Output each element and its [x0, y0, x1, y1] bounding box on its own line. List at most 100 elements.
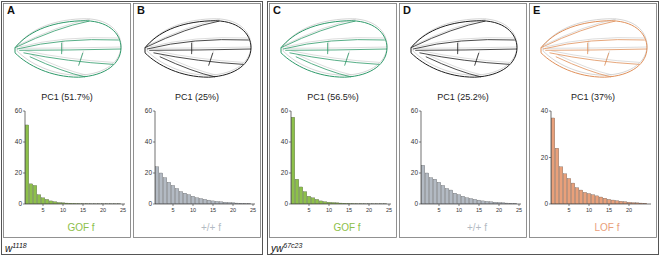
- x-tick-label: 10: [456, 207, 462, 213]
- x-tick-label: 20: [230, 207, 236, 213]
- bar: [433, 179, 437, 204]
- wing-outline: [145, 21, 251, 77]
- wing-vein: [287, 47, 387, 48]
- group-label: +/+ f: [467, 222, 487, 233]
- x-tick: [193, 204, 194, 206]
- bar: [611, 200, 615, 204]
- bar: [445, 189, 449, 205]
- bar: [307, 196, 311, 204]
- title: PC1 (51.7%): [41, 92, 93, 102]
- bar: [315, 199, 319, 204]
- panel-frame: [4, 4, 131, 238]
- y-tick-label: 0: [284, 200, 288, 207]
- y-tick: [419, 142, 421, 143]
- bar: [469, 199, 473, 204]
- wing-outline: [15, 21, 121, 77]
- wing-vein: [547, 47, 647, 48]
- bar: [465, 198, 469, 204]
- genotype-sup: 1118: [12, 242, 27, 249]
- bar: [575, 188, 579, 204]
- bar: [37, 195, 41, 204]
- bar: [571, 183, 575, 204]
- bar: [555, 148, 559, 204]
- y-tick: [23, 111, 25, 112]
- x-tick-label: 15: [606, 207, 612, 213]
- bar: [603, 198, 607, 204]
- bar: [295, 179, 299, 204]
- y-tick-label: 60: [145, 107, 153, 114]
- y-tick-label: 60: [281, 107, 289, 114]
- wing-vein: [160, 57, 215, 77]
- bar: [453, 193, 457, 204]
- y-tick-label: 0: [414, 200, 418, 207]
- y-tick: [153, 173, 155, 174]
- bar: [429, 178, 433, 204]
- bar: [485, 201, 489, 204]
- bar: [583, 192, 587, 204]
- title: PC1 (37%): [571, 92, 615, 102]
- y-tick: [289, 111, 291, 112]
- y-tick: [153, 142, 155, 143]
- x-tick-label: 5: [171, 207, 174, 213]
- bar: [481, 201, 485, 204]
- bar: [203, 199, 207, 204]
- bar: [607, 199, 611, 204]
- y-axis: [421, 111, 422, 204]
- x-tick-label: 25: [386, 207, 392, 213]
- bar: [437, 182, 441, 204]
- title: PC1 (56.5%): [307, 92, 359, 102]
- panel-letter: D: [403, 4, 411, 16]
- y-tick-label: 40: [411, 138, 419, 145]
- bar: [425, 173, 429, 204]
- bar: [187, 195, 191, 204]
- bar: [155, 167, 159, 204]
- wing-crossvein: [475, 53, 479, 66]
- y-tick: [549, 157, 551, 158]
- wing-crossvein: [605, 53, 609, 66]
- wing-vein: [556, 57, 611, 77]
- y-tick-label: 0: [148, 200, 152, 207]
- bar: [421, 165, 425, 204]
- x-tick: [499, 204, 500, 206]
- wing-vein: [285, 49, 387, 50]
- bar: [311, 198, 315, 204]
- y-tick-label: 60: [15, 107, 23, 114]
- y-tick: [23, 173, 25, 174]
- y-tick-label: 20: [281, 169, 289, 176]
- bar: [477, 200, 481, 204]
- y-tick: [419, 111, 421, 112]
- group-label: GOF f: [67, 222, 94, 233]
- bar: [159, 173, 163, 204]
- wing-vein: [413, 40, 515, 49]
- x-tick: [629, 204, 630, 206]
- wing-vein: [15, 21, 89, 48]
- x-tick-label: 25: [250, 207, 256, 213]
- panel: DPC1 (25.2%)0204060510152025+/+ f: [400, 4, 527, 238]
- x-tick: [519, 204, 520, 206]
- panel: BPC1 (25%)0204060510152025+/+ f: [134, 4, 261, 238]
- y-tick-label: 60: [411, 107, 419, 114]
- bar: [199, 199, 203, 204]
- panel: APC1 (51.7%)0204060510152025GOF f: [4, 4, 131, 238]
- y-axis: [155, 111, 156, 204]
- wing-vein: [21, 47, 121, 48]
- x-tick: [233, 204, 234, 206]
- x-tick-label: 5: [437, 207, 440, 213]
- figure: APC1 (51.7%)0204060510152025GOF fw1118BP…: [0, 0, 661, 256]
- bar: [191, 196, 195, 204]
- bar: [303, 192, 307, 204]
- y-tick: [549, 204, 551, 205]
- x-tick-label: 10: [326, 207, 332, 213]
- x-tick-label: 10: [60, 207, 66, 213]
- x-tick: [63, 204, 64, 206]
- bars: [25, 125, 121, 204]
- wing-crossvein: [587, 43, 588, 55]
- wing-outline: [283, 19, 387, 75]
- x-axis: [421, 204, 521, 205]
- x-tick: [43, 204, 44, 206]
- panel-letter: C: [273, 4, 281, 16]
- wing-vein: [151, 47, 251, 48]
- x-tick: [349, 204, 350, 206]
- x-axis: [291, 204, 391, 205]
- x-tick: [589, 204, 590, 206]
